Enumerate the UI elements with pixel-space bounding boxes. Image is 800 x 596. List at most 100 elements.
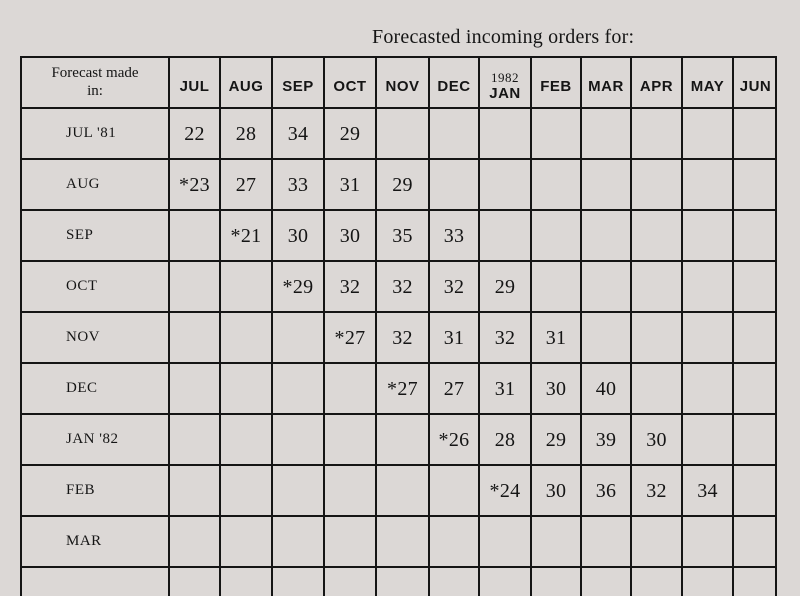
column-header-dec: DEC	[430, 58, 478, 107]
table-cell	[734, 313, 777, 362]
table-cell	[582, 517, 630, 566]
table-cell: 31	[339, 173, 361, 196]
column-header-label: FEB	[540, 78, 572, 95]
column-header-feb: FEB	[532, 58, 580, 107]
table-cell	[532, 517, 580, 566]
table-cell	[325, 415, 375, 464]
table-cell: 28	[235, 122, 257, 145]
table-cell	[734, 517, 777, 566]
table-cell	[582, 160, 630, 209]
table-cell	[582, 211, 630, 260]
row-header: SEP	[66, 227, 94, 243]
table-title: Forecasted incoming orders for:	[372, 26, 635, 48]
column-header-label: MAR	[588, 78, 624, 95]
table-cell	[734, 262, 777, 311]
table-cell	[273, 364, 323, 413]
table-cell	[632, 262, 681, 311]
grid-line-horizontal	[20, 515, 777, 517]
table-cell	[221, 313, 271, 362]
table-cell	[632, 364, 681, 413]
grid-line-vertical	[323, 56, 325, 596]
table-cell	[734, 211, 777, 260]
table-cell	[480, 109, 530, 158]
table-cell: 34	[287, 122, 309, 145]
table-cell	[632, 313, 681, 362]
grid-line-horizontal	[20, 413, 777, 415]
table-cell: *27	[387, 377, 418, 400]
column-header-year: 1982	[491, 69, 519, 85]
table-cell: *23	[179, 173, 210, 196]
grid-line-vertical	[580, 56, 582, 596]
table-cell: *26	[438, 428, 470, 451]
column-header-aug: AUG	[221, 58, 271, 107]
table-cell: 31	[494, 377, 516, 400]
corner-header-line1: Forecast made	[51, 65, 139, 82]
column-header-label: JUN	[739, 78, 772, 95]
table-cell: 32	[443, 275, 465, 298]
grid-line-horizontal	[20, 362, 777, 364]
table-cell	[377, 415, 428, 464]
table-cell: *24	[489, 479, 521, 502]
grid-line-vertical	[775, 56, 777, 596]
table-cell: 39	[595, 428, 617, 451]
grid-line-vertical	[732, 56, 734, 596]
table-cell	[734, 364, 777, 413]
table-cell	[170, 262, 219, 311]
table-cell	[221, 262, 271, 311]
table-cell	[273, 415, 323, 464]
column-header-label: AUG	[228, 78, 264, 95]
table-cell	[683, 313, 732, 362]
table-cell: 27	[235, 173, 257, 196]
table-cell	[734, 160, 777, 209]
row-header: DEC	[66, 380, 98, 396]
table-cell	[377, 466, 428, 515]
grid-line-horizontal	[20, 311, 777, 313]
column-header-label: JUL	[179, 78, 210, 95]
table-cell	[377, 517, 428, 566]
table-cell: 30	[545, 479, 567, 502]
table-cell	[170, 364, 219, 413]
table-cell	[170, 415, 219, 464]
table-cell: 29	[339, 122, 361, 145]
grid-line-vertical	[168, 56, 170, 596]
column-header-label: APR	[639, 78, 674, 95]
column-header-nov: NOV	[377, 58, 428, 107]
table-cell	[480, 160, 530, 209]
table-cell	[683, 211, 732, 260]
column-header-sep: SEP	[273, 58, 323, 107]
grid-line-horizontal	[20, 464, 777, 466]
column-header-oct: OCT	[325, 58, 375, 107]
grid-line-horizontal	[20, 209, 777, 211]
column-header-label: OCT	[333, 78, 367, 95]
table-cell: 29	[494, 275, 516, 298]
row-header: JUL '81	[66, 125, 117, 141]
table-cell	[683, 517, 732, 566]
corner-header-line2: in:	[87, 82, 103, 99]
table-cell	[734, 109, 777, 158]
table-cell: 30	[287, 224, 309, 247]
column-header-label: JAN	[489, 84, 521, 102]
table-cell	[273, 517, 323, 566]
table-cell: 32	[392, 275, 413, 298]
table-cell: 33	[443, 224, 465, 247]
table-cell	[532, 109, 580, 158]
table-cell	[170, 466, 219, 515]
column-header-label: MAY	[690, 78, 725, 95]
table-cell	[582, 262, 630, 311]
table-cell	[377, 109, 428, 158]
table-cell: 32	[646, 479, 667, 502]
table-cell	[683, 415, 732, 464]
grid-line-vertical	[478, 56, 480, 596]
table-cell	[582, 109, 630, 158]
table-cell	[532, 262, 580, 311]
table-cell	[532, 211, 580, 260]
table-cell: 32	[494, 326, 516, 349]
table-cell	[632, 160, 681, 209]
table-cell	[170, 211, 219, 260]
table-cell: 31	[545, 326, 567, 349]
grid-line-horizontal	[20, 566, 777, 568]
table-cell	[632, 211, 681, 260]
table-cell: 30	[339, 224, 361, 247]
table-cell: 28	[494, 428, 516, 451]
row-header: OCT	[66, 278, 98, 294]
